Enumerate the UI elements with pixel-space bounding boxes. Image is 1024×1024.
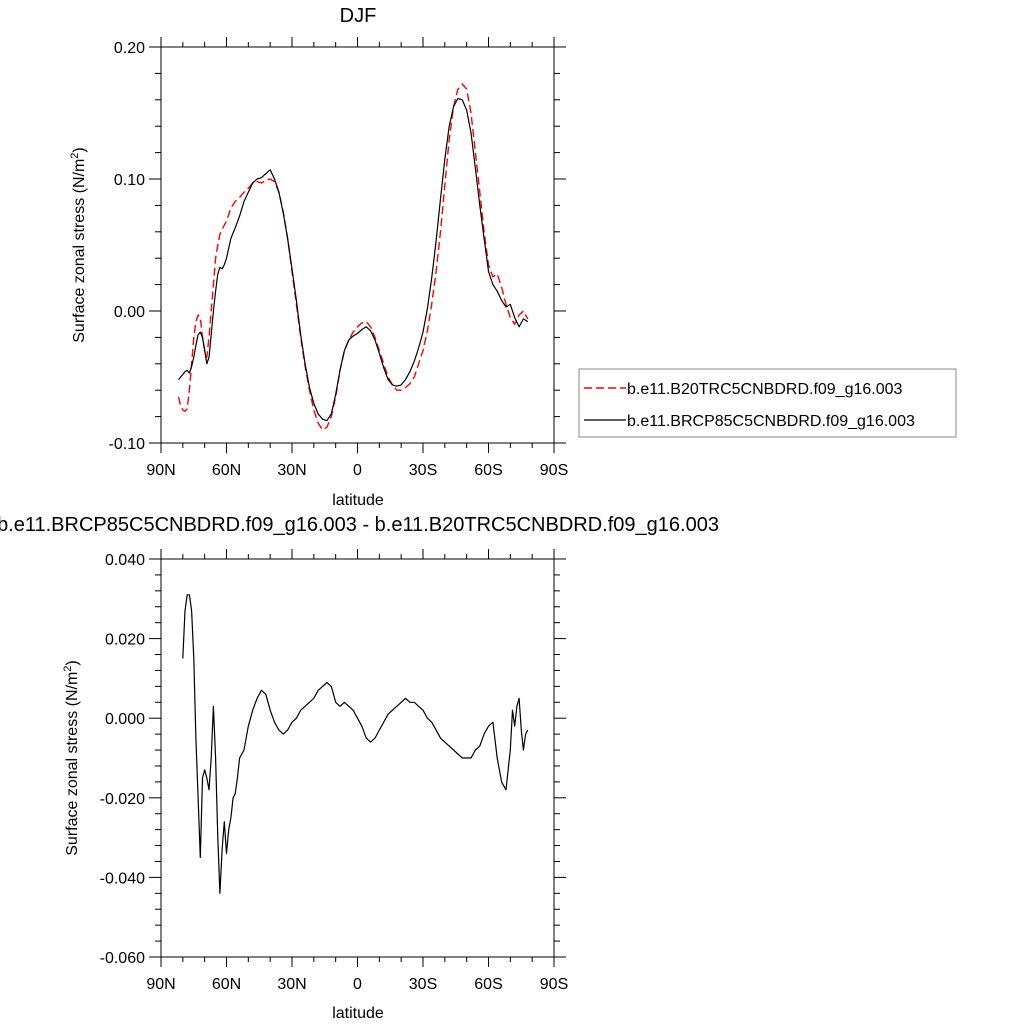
x-tick-label: 30N <box>277 976 306 993</box>
bottom-y-axis-label: Surface zonal stress (N/m2) <box>62 660 81 856</box>
top-series <box>177 83 529 431</box>
top-chart-title: DJF <box>340 5 377 27</box>
x-tick-label: 60N <box>212 976 241 993</box>
bottom-panel: b.e11.BRCP85C5CNBDRD.f09_g16.003 - b.e11… <box>0 514 719 1022</box>
top-plot-frame <box>160 46 555 444</box>
legend-label-series-1: b.e11.B20TRC5CNBDRD.f09_g16.003 <box>627 381 903 398</box>
y-tick-label: 0.10 <box>114 172 145 189</box>
bottom-plot-frame <box>160 558 555 958</box>
x-tick-label: 60S <box>474 976 502 993</box>
y-tick-label: 0.040 <box>105 552 145 569</box>
legend: b.e11.B20TRC5CNBDRD.f09_g16.003 b.e11.BR… <box>578 368 957 438</box>
x-tick-label: 60N <box>212 462 241 479</box>
bottom-y-axis-label-end: ) <box>64 660 81 665</box>
x-tick-label: 30S <box>409 976 437 993</box>
x-tick-label: 60S <box>474 462 502 479</box>
top-x-axis-label: latitude <box>332 492 384 509</box>
x-tick-label: 0 <box>353 976 362 993</box>
series-line-1 <box>182 594 529 894</box>
bottom-y-axis-label-sup: 2 <box>62 666 74 672</box>
top-y-ticks: -0.10 0.00 0.10 0.20 <box>109 40 566 453</box>
top-panel: DJF -0.100.000.100.20 90N 60N 30N 0 30S 60S 90… <box>69 5 957 509</box>
legend-label-series-2: b.e11.BRCP85C5CNBDRD.f09_g16.003 <box>627 413 915 430</box>
x-tick-label: 90N <box>146 462 175 479</box>
series-line-1 <box>177 83 529 431</box>
bottom-chart-title: b.e11.BRCP85C5CNBDRD.f09_g16.003 - b.e11… <box>0 514 719 536</box>
x-tick-label: 90S <box>540 976 568 993</box>
bottom-y-ticks: -0.060 -0.040 -0.020 0.000 0.020 0.040 <box>100 552 566 967</box>
bottom-x-axis-label: latitude <box>332 1005 384 1022</box>
series-line-2 <box>178 97 529 422</box>
top-x-ticks: 90N 60N 30N 0 30S 60S 90S <box>146 37 568 479</box>
y-tick-label: 0.00 <box>114 304 145 321</box>
top-y-axis-label-main: Surface zonal stress (N/m <box>71 159 88 343</box>
y-tick-label: -0.060 <box>100 950 145 967</box>
y-tick-label: 0.020 <box>105 632 145 649</box>
x-tick-label: 30S <box>409 462 437 479</box>
top-y-axis-label-end: ) <box>71 147 88 152</box>
bottom-series <box>182 594 529 894</box>
top-y-axis-label-sup: 2 <box>69 153 81 159</box>
y-tick-label: -0.020 <box>100 791 145 808</box>
bottom-y-axis-label-main: Surface zonal stress (N/m <box>64 672 81 856</box>
y-tick-label: -0.040 <box>100 870 145 887</box>
x-tick-label: 0 <box>353 462 362 479</box>
x-tick-label: 30N <box>277 462 306 479</box>
x-tick-label: 90S <box>540 462 568 479</box>
y-tick-label: -0.10 <box>109 436 146 453</box>
top-y-axis-label: Surface zonal stress (N/m2) <box>69 147 88 343</box>
bottom-x-ticks: 90N 60N 30N 0 30S 60S 90S <box>146 549 568 993</box>
y-tick-label: 0.20 <box>114 40 145 57</box>
y-tick-label: 0.000 <box>105 711 145 728</box>
x-tick-label: 90N <box>146 976 175 993</box>
legend-box <box>578 368 957 438</box>
